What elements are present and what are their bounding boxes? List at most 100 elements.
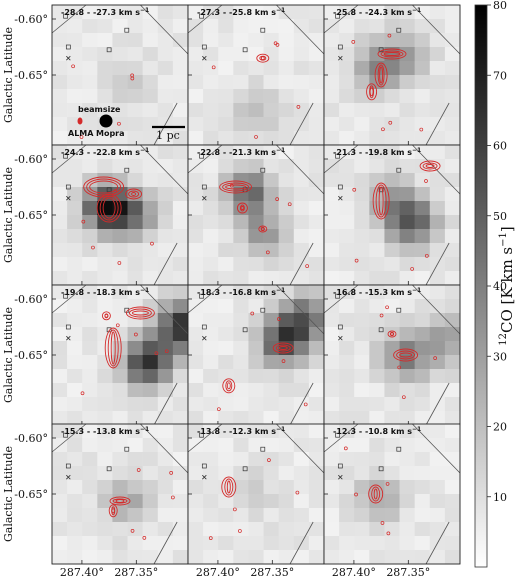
intensity-pixel xyxy=(278,103,295,118)
intensity-pixel xyxy=(248,159,264,174)
intensity-pixel xyxy=(278,313,295,328)
intensity-pixel xyxy=(414,5,431,20)
intensity-pixel xyxy=(278,173,295,188)
intensity-pixel xyxy=(142,480,159,495)
intensity-pixel xyxy=(52,75,68,90)
intensity-pixel xyxy=(354,397,370,412)
intensity-pixel xyxy=(142,159,159,174)
intensity-pixel xyxy=(157,369,174,384)
intensity-pixel xyxy=(127,117,143,132)
intensity-pixel xyxy=(354,480,370,495)
intensity-pixel xyxy=(172,466,189,481)
intensity-pixel xyxy=(127,452,143,467)
intensity-pixel xyxy=(293,19,310,34)
velocity-range-label: -22.8 - -21.3 km s−1 xyxy=(197,147,285,157)
intensity-pixel xyxy=(263,159,279,174)
intensity-pixel xyxy=(172,75,189,90)
intensity-pixel xyxy=(278,355,295,370)
intensity-pixel xyxy=(82,5,98,20)
intensity-pixel xyxy=(127,89,143,104)
intensity-pixel xyxy=(248,494,264,509)
intensity-pixel xyxy=(384,508,400,523)
intensity-pixel xyxy=(339,508,355,523)
intensity-pixel xyxy=(369,285,385,300)
intensity-pixel xyxy=(263,438,279,453)
intensity-pixel xyxy=(308,145,325,160)
intensity-pixel xyxy=(112,550,128,565)
intensity-pixel xyxy=(172,355,189,370)
intensity-pixel xyxy=(203,480,219,495)
intensity-pixel xyxy=(52,117,68,132)
alma-contour xyxy=(352,187,357,192)
intensity-pixel xyxy=(233,522,249,537)
intensity-pixel xyxy=(203,299,219,314)
intensity-pixel xyxy=(384,145,400,160)
intensity-pixel xyxy=(218,327,234,342)
intensity-pixel xyxy=(414,424,431,439)
intensity-pixel xyxy=(399,313,415,328)
intensity-pixel xyxy=(369,19,385,34)
intensity-pixel xyxy=(67,452,83,467)
alma-contour xyxy=(113,189,118,194)
intensity-pixel xyxy=(429,299,446,314)
boundary-line xyxy=(425,521,450,565)
intensity-pixel xyxy=(278,47,295,62)
intensity-pixel xyxy=(263,313,279,328)
intensity-pixel xyxy=(233,89,249,104)
intensity-pixel xyxy=(127,383,143,398)
intensity-pixel xyxy=(82,355,98,370)
intensity-pixel xyxy=(172,494,189,509)
intensity-pixel xyxy=(429,187,446,202)
intensity-pixel xyxy=(278,145,295,160)
source-marker xyxy=(202,474,207,480)
alma-contour xyxy=(372,182,390,220)
intensity-pixel xyxy=(203,271,219,286)
intensity-pixel xyxy=(444,103,461,118)
intensity-pixel xyxy=(354,411,370,426)
intensity-pixel xyxy=(127,47,143,62)
intensity-pixel xyxy=(354,33,370,48)
intensity-pixel xyxy=(188,201,204,216)
intensity-pixel xyxy=(278,187,295,202)
intensity-pixel xyxy=(308,103,325,118)
intensity-pixel xyxy=(399,215,415,230)
source-marker xyxy=(338,195,343,201)
intensity-pixel xyxy=(369,466,385,481)
source-marker xyxy=(260,307,266,313)
intensity-pixel xyxy=(218,397,234,412)
intensity-pixel xyxy=(82,19,98,34)
source-marker xyxy=(338,335,343,341)
intensity-pixel xyxy=(248,187,264,202)
intensity-pixel xyxy=(127,285,143,300)
intensity-pixel xyxy=(127,173,143,188)
intensity-pixel xyxy=(67,536,83,551)
intensity-pixel xyxy=(399,173,415,188)
intensity-pixel xyxy=(142,424,159,439)
intensity-pixel xyxy=(248,243,264,258)
intensity-pixel xyxy=(369,383,385,398)
source-marker xyxy=(106,47,112,53)
source-marker xyxy=(201,44,207,50)
intensity-pixel xyxy=(112,522,128,537)
intensity-pixel xyxy=(278,215,295,230)
intensity-pixel xyxy=(218,299,234,314)
intensity-pixel xyxy=(82,494,98,509)
intensity-pixel xyxy=(127,103,143,118)
intensity-pixel xyxy=(324,536,340,551)
alma-contour xyxy=(387,330,397,338)
intensity-pixel xyxy=(52,466,68,481)
intensity-pixel xyxy=(233,383,249,398)
intensity-pixel xyxy=(444,299,461,314)
intensity-pixel xyxy=(263,411,279,426)
source-marker xyxy=(396,307,402,313)
intensity-pixel xyxy=(97,145,113,160)
intensity-pixel xyxy=(188,341,204,356)
intensity-pixel xyxy=(67,19,83,34)
intensity-pixel xyxy=(52,103,68,118)
intensity-pixel xyxy=(67,299,83,314)
source-marker xyxy=(260,27,266,33)
intensity-pixel xyxy=(97,438,113,453)
intensity-pixel xyxy=(444,271,461,286)
intensity-pixel xyxy=(188,89,204,104)
intensity-pixel xyxy=(369,299,385,314)
